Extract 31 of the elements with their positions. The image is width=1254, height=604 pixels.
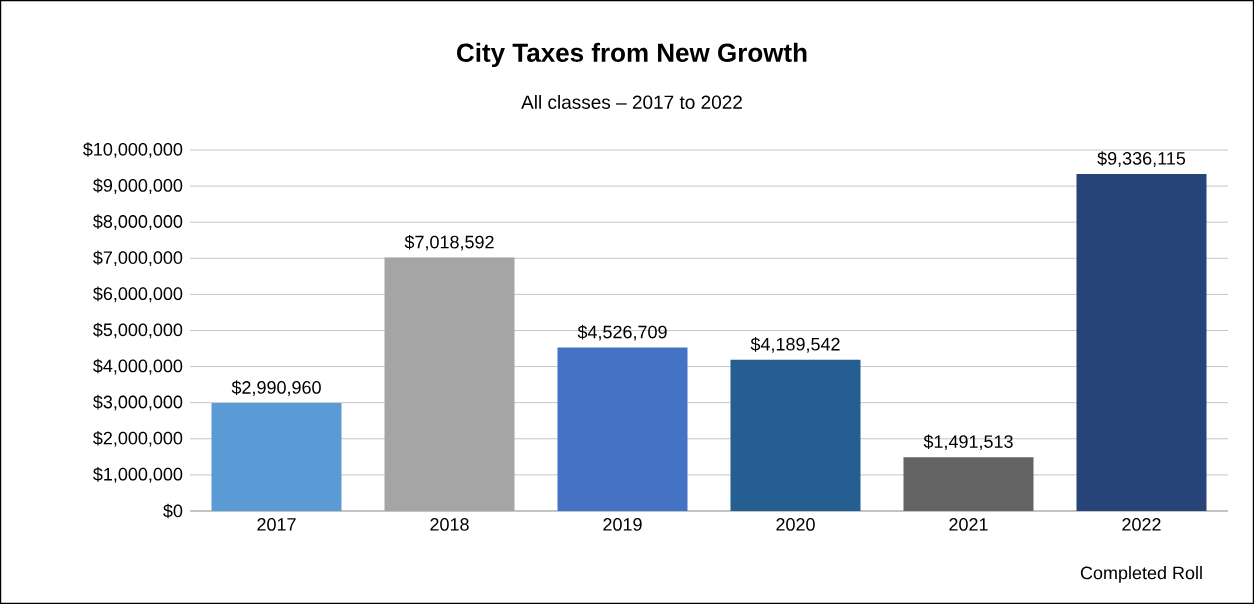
y-tick-label: $1,000,000	[93, 467, 183, 483]
y-tick-label: $7,000,000	[93, 250, 183, 267]
y-tick-label: $2,000,000	[93, 430, 183, 447]
y-tick-label: $8,000,000	[93, 214, 183, 230]
data-label: $4,189,542	[750, 337, 840, 353]
x-tick-label: 2020	[776, 518, 815, 531]
x-tick-label: 2019	[603, 518, 642, 531]
y-tick-label: $3,000,000	[93, 394, 183, 411]
y-tick-label: $4,000,000	[93, 358, 183, 375]
y-tick-label: $9,000,000	[93, 178, 183, 194]
bar	[557, 347, 688, 511]
x-tick-label: 2017	[257, 518, 296, 531]
chart-subtitle: All classes – 2017 to 2022	[521, 95, 742, 109]
y-tick-label: $0	[163, 503, 183, 519]
data-label: $4,526,709	[577, 324, 667, 341]
data-label: $7,018,592	[404, 234, 494, 251]
bar	[1076, 173, 1207, 511]
data-label: $2,990,960	[231, 380, 321, 396]
bar	[903, 457, 1034, 511]
bar	[211, 403, 342, 511]
data-label: $1,491,513	[923, 434, 1013, 451]
y-tick-label: $10,000,000	[83, 142, 183, 158]
y-tick-label: $5,000,000	[93, 322, 183, 339]
y-tick-label: $6,000,000	[93, 286, 183, 303]
data-label: $9,336,115	[1097, 151, 1186, 167]
x-tick-label: 2022	[1122, 518, 1161, 531]
bar	[730, 359, 861, 511]
x-tick-label: 2018	[430, 518, 469, 531]
text: Completed Roll	[1080, 566, 1202, 583]
x-tick-label: 2021	[949, 518, 988, 531]
chart-title: City Taxes from New Growth	[457, 42, 807, 68]
